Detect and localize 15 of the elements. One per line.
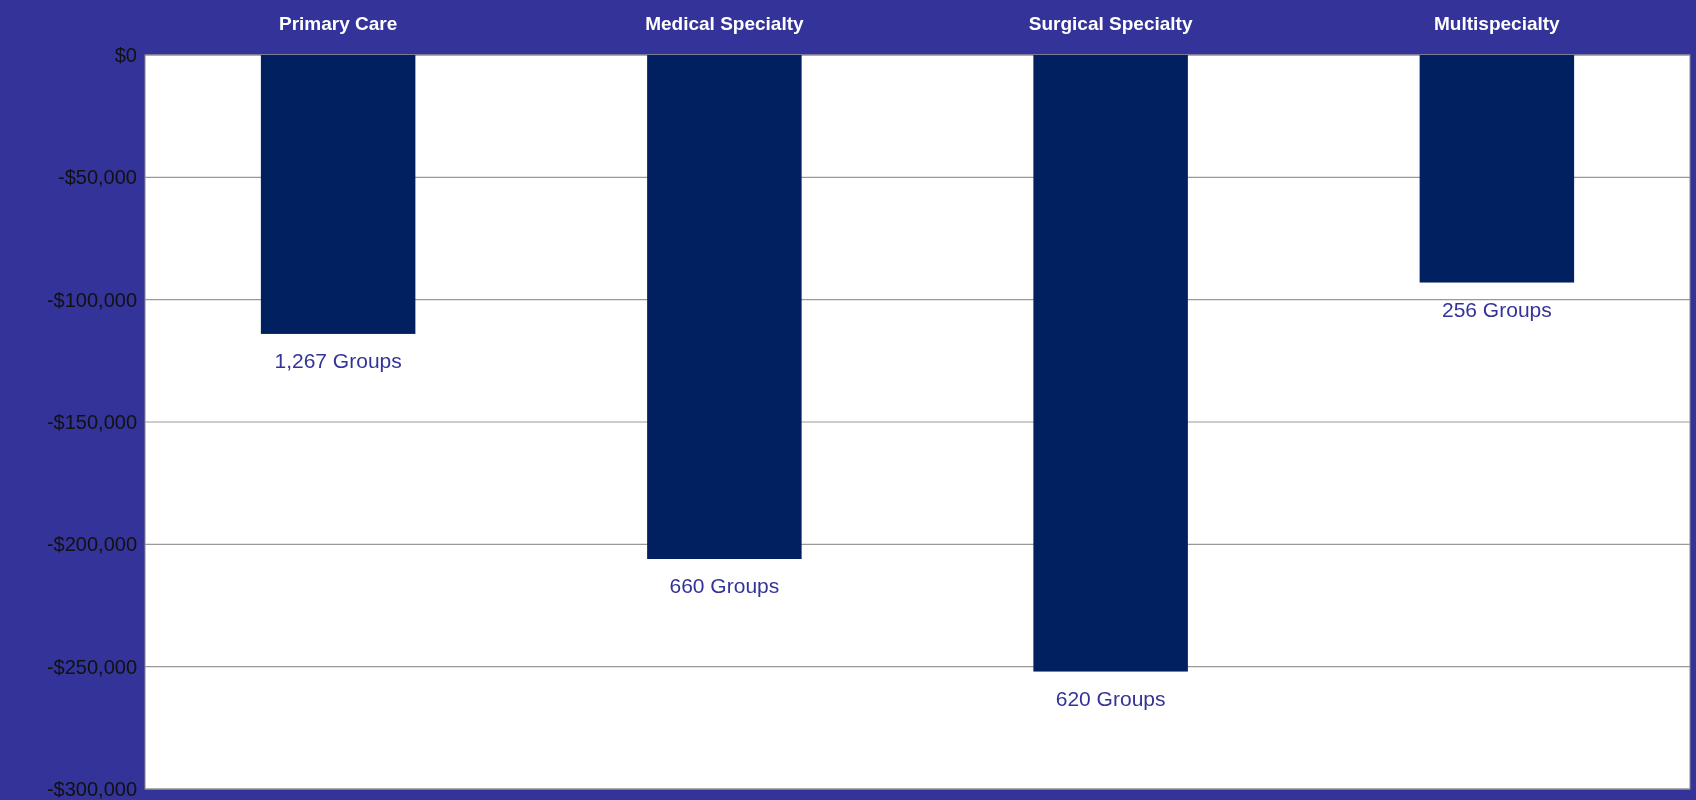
annotation: 660 Groups [669,574,780,598]
y-tick-label: -$250,000 [46,655,137,678]
y-tick-label: $0 [114,44,137,66]
x-tick-label: Medical Specialty [645,13,805,34]
annotation: 256 Groups [1442,297,1552,321]
x-tick-label: Primary Care [278,13,398,34]
y-tick-label: -$50,000 [58,166,137,189]
annotation: 1,267 Groups [274,348,402,372]
x-tick-label: Surgical Specialty [1028,13,1193,34]
y-tick-label: -$200,000 [46,533,137,556]
y-tick-label: -$100,000 [46,288,137,311]
annotation: 620 Groups [1055,686,1166,710]
x-tick-label: Multispecialty [1434,13,1561,34]
y-tick-label: -$150,000 [46,411,137,433]
y-tick-label: -$300,000 [46,778,137,800]
